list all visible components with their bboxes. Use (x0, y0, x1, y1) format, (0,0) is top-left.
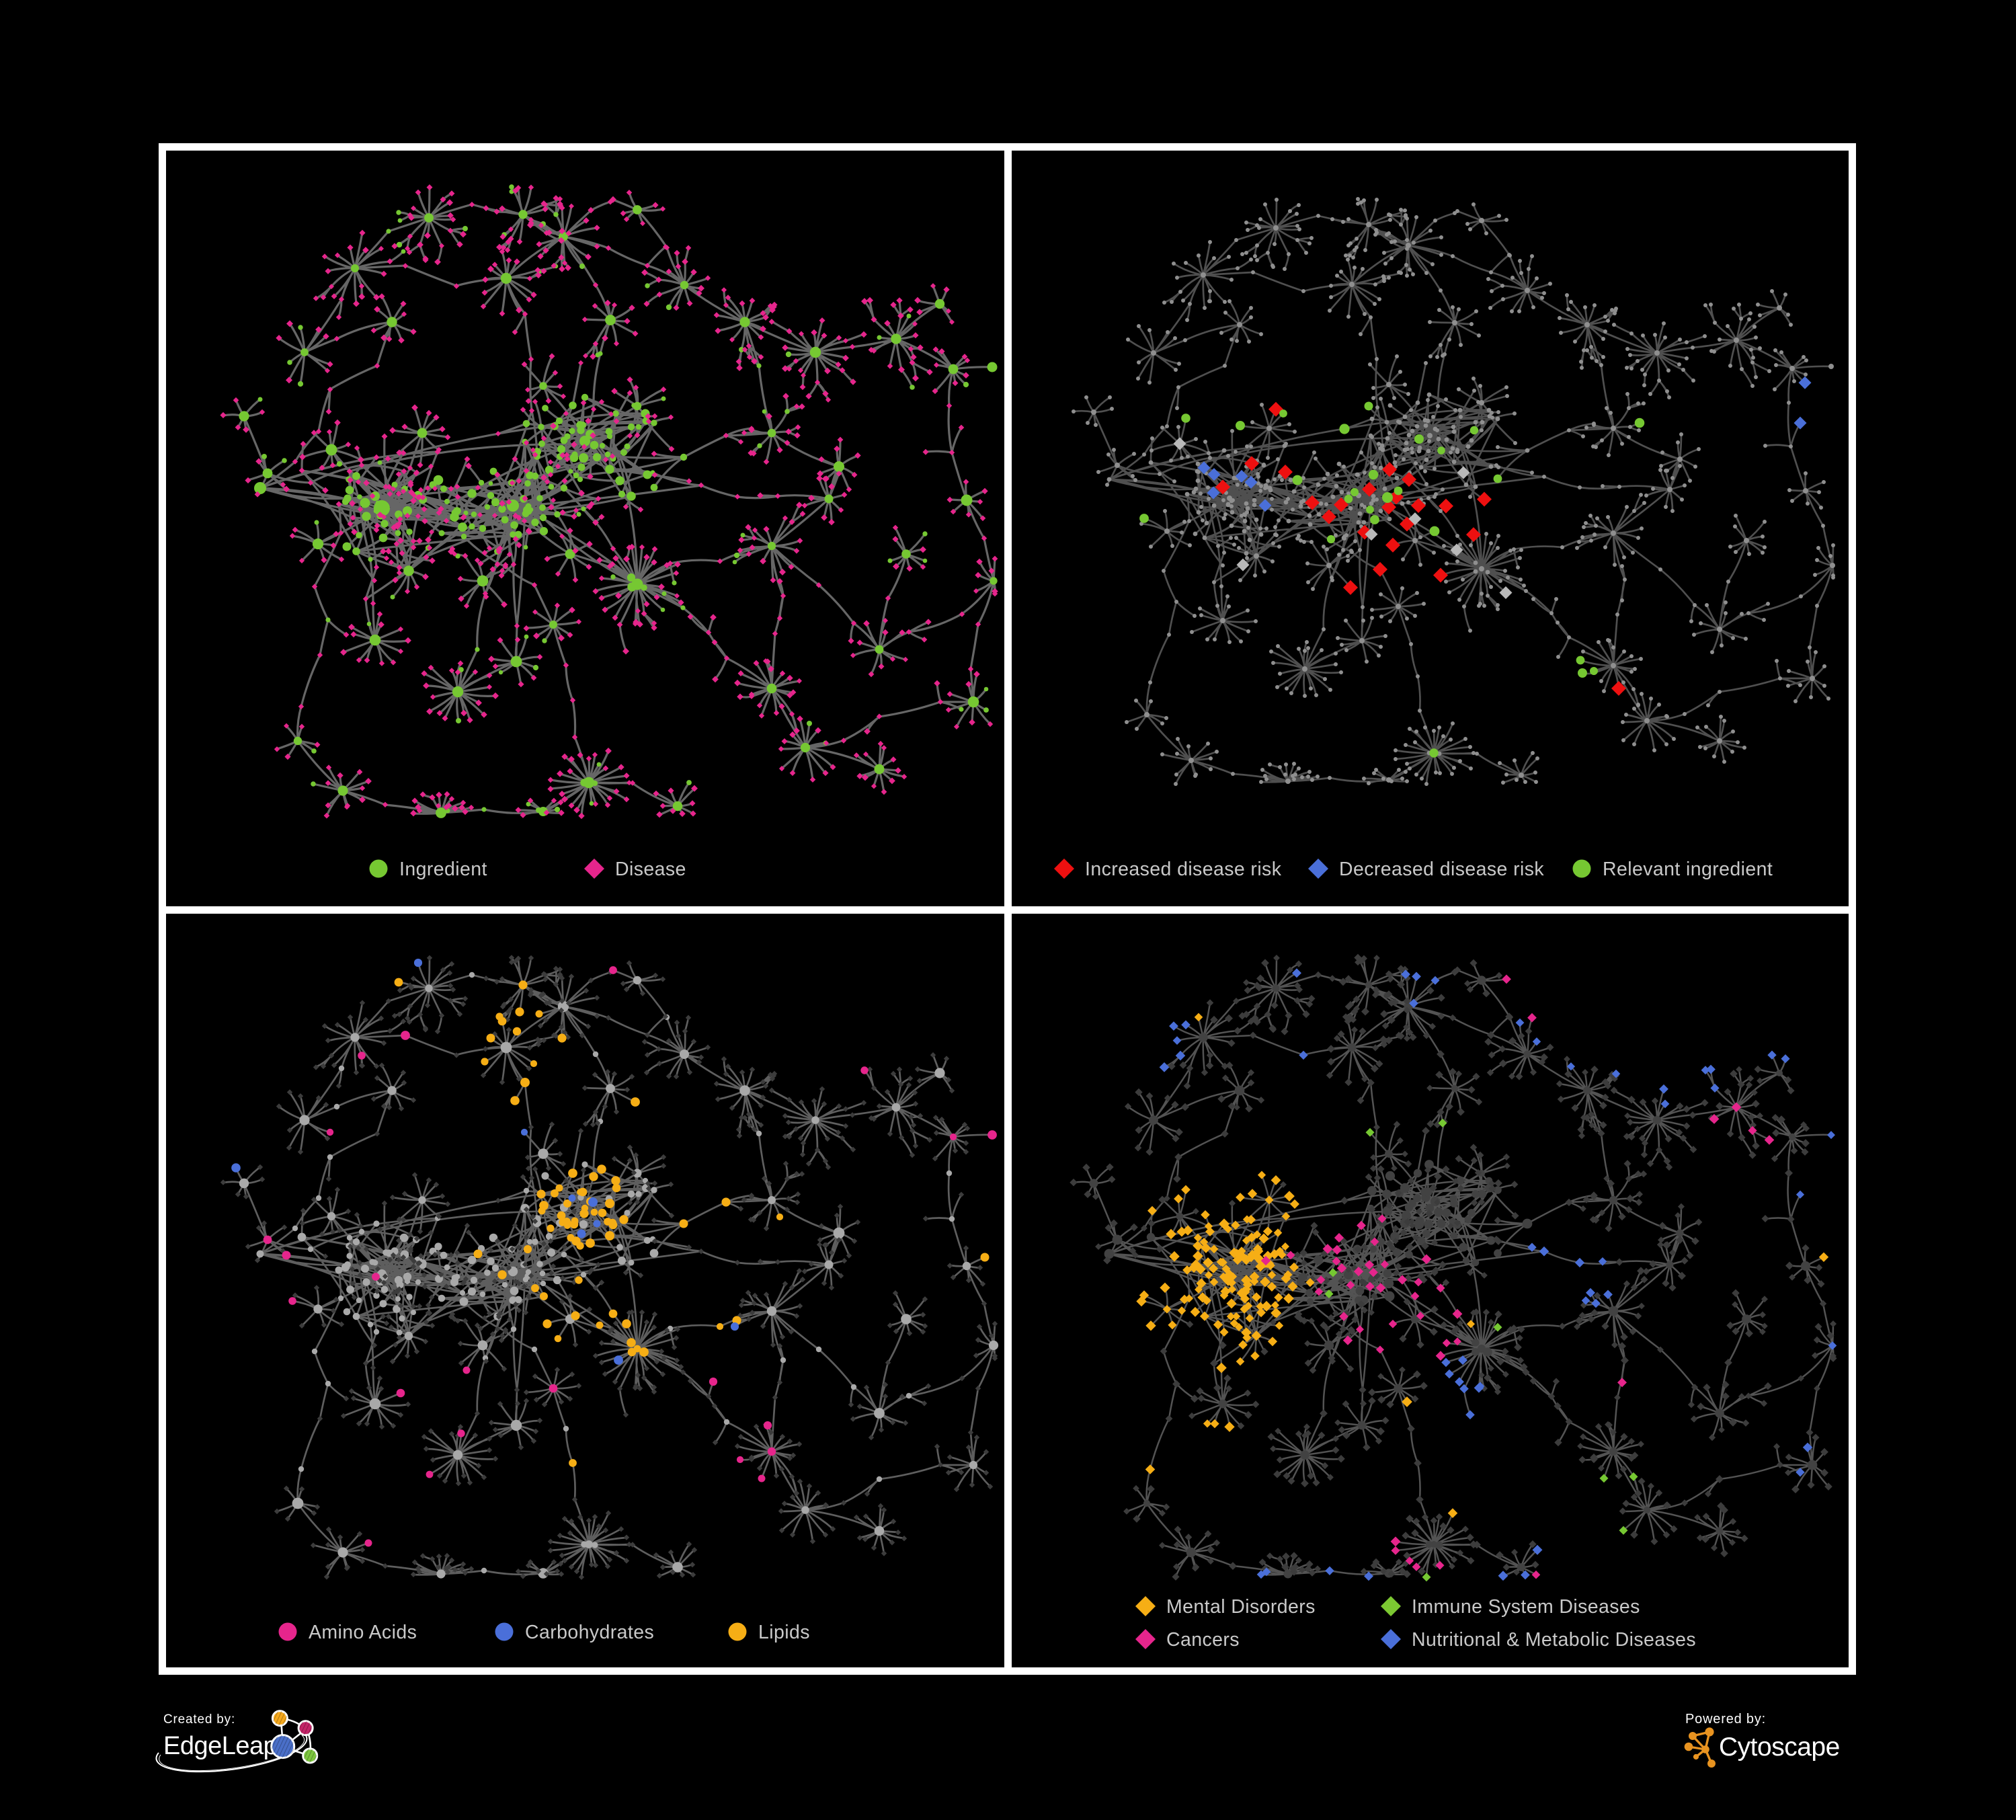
svg-text:Powered by:: Powered by: (1685, 1712, 1766, 1727)
svg-text:Decreased disease risk: Decreased disease risk (1339, 859, 1544, 880)
svg-text:Immune System Diseases: Immune System Diseases (1412, 1596, 1640, 1618)
svg-text:Carbohydrates: Carbohydrates (525, 1622, 654, 1643)
svg-text:Created by:: Created by: (163, 1712, 235, 1727)
svg-text:Disease: Disease (615, 859, 686, 880)
svg-text:Increased disease risk: Increased disease risk (1085, 859, 1282, 880)
svg-text:Amino Acids: Amino Acids (309, 1622, 417, 1643)
svg-text:Cancers: Cancers (1166, 1629, 1240, 1651)
svg-text:Relevant ingredient: Relevant ingredient (1603, 859, 1773, 880)
svg-text:Ingredient: Ingredient (399, 859, 487, 880)
svg-text:Cytoscape: Cytoscape (1719, 1733, 1840, 1762)
svg-text:Lipids: Lipids (758, 1622, 810, 1643)
svg-text:Mental Disorders: Mental Disorders (1166, 1596, 1316, 1618)
svg-text:EdgeLeap: EdgeLeap (163, 1732, 277, 1760)
svg-text:Nutritional & Metabolic Diseas: Nutritional & Metabolic Diseases (1412, 1629, 1696, 1651)
